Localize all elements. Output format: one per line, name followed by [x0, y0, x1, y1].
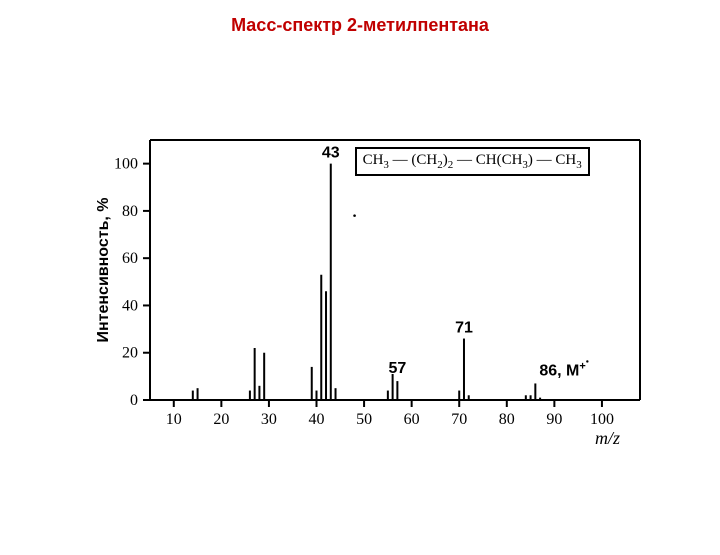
svg-text:80: 80 [499, 411, 515, 428]
mass-spectrum-chart: 0 20 40 60 80 100 10 20 30 40 50 60 70 80 90 100 43 57 71 8… [90, 130, 650, 470]
svg-text:100: 100 [114, 156, 138, 173]
svg-text:43: 43 [322, 145, 340, 162]
svg-text:m/z: m/z [595, 428, 620, 448]
svg-text:86, M+: 86, M+ [539, 360, 585, 379]
svg-text:40: 40 [122, 297, 138, 314]
svg-text:60: 60 [122, 250, 138, 267]
svg-text:Интенсивность, %: Интенсивность, % [95, 197, 112, 342]
svg-text:30: 30 [261, 411, 277, 428]
svg-text:90: 90 [546, 411, 562, 428]
svg-text:71: 71 [455, 320, 473, 337]
page-title: Масс-спектр 2-метилпентана [0, 15, 720, 36]
svg-text:80: 80 [122, 203, 138, 220]
svg-text:20: 20 [122, 345, 138, 362]
spectrum-svg: 0 20 40 60 80 100 10 20 30 40 50 60 70 80 90 100 43 57 71 8… [90, 130, 650, 470]
svg-text:70: 70 [451, 411, 467, 428]
svg-text:0: 0 [130, 392, 138, 409]
svg-text:57: 57 [388, 360, 406, 377]
svg-text:60: 60 [404, 411, 420, 428]
structural-formula: CH3 — (CH2)2 — CH(CH3) — CH3 [355, 147, 590, 176]
svg-text:40: 40 [309, 411, 325, 428]
svg-text:100: 100 [590, 411, 614, 428]
svg-text:10: 10 [166, 411, 182, 428]
svg-text:20: 20 [213, 411, 229, 428]
svg-text:50: 50 [356, 411, 372, 428]
